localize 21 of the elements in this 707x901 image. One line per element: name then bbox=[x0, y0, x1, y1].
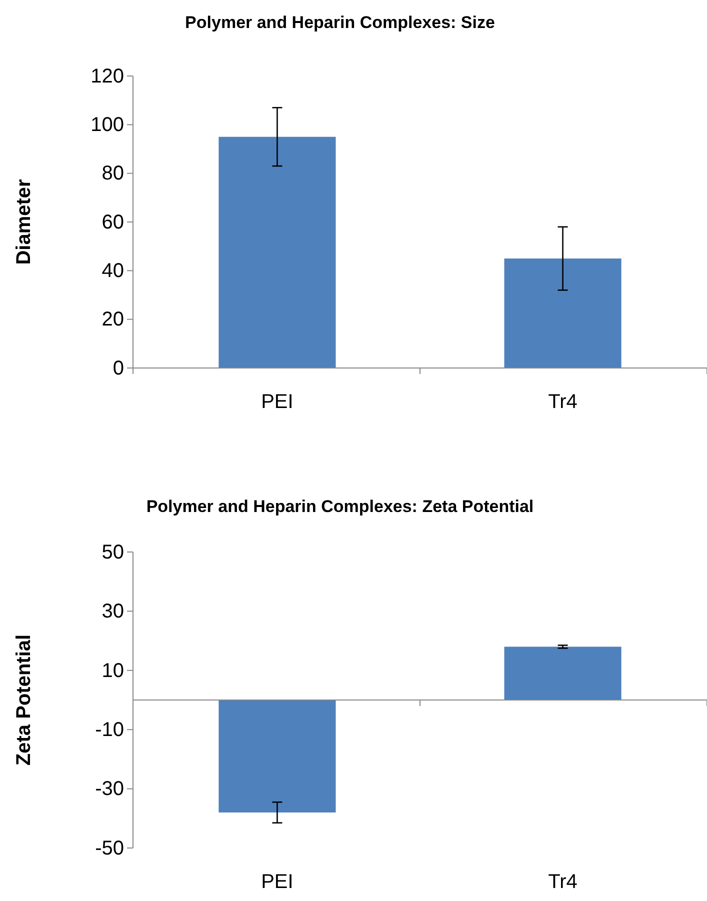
y-tick-label: 40 bbox=[102, 260, 124, 282]
y-tick-label: 50 bbox=[102, 541, 124, 564]
y-tick-label: 0 bbox=[112, 357, 124, 380]
x-tick-label: Tr4 bbox=[548, 391, 578, 413]
y-axis-title: Zeta Potential bbox=[13, 634, 35, 766]
y-tick-label: 120 bbox=[90, 65, 124, 88]
y-tick-label: 60 bbox=[102, 211, 124, 234]
x-tick-label: Tr4 bbox=[548, 871, 578, 893]
y-axis-title: Diameter bbox=[13, 178, 35, 265]
y-tick-label: 30 bbox=[102, 600, 124, 623]
y-tick-label: 20 bbox=[102, 308, 124, 331]
y-tick-label: 10 bbox=[102, 660, 124, 682]
chart-title: Polymer and Heparin Complexes: Zeta Potential bbox=[146, 497, 534, 516]
x-tick-label: PEI bbox=[261, 391, 294, 413]
y-tick-label: -10 bbox=[95, 719, 124, 741]
y-tick-label: 80 bbox=[102, 162, 124, 185]
y-tick-label: -50 bbox=[95, 837, 124, 860]
x-tick-label: PEI bbox=[261, 871, 294, 893]
y-tick-label: 100 bbox=[90, 114, 124, 136]
chart-title: Polymer and Heparin Complexes: Size bbox=[185, 13, 495, 32]
y-tick-label: -30 bbox=[95, 778, 124, 800]
